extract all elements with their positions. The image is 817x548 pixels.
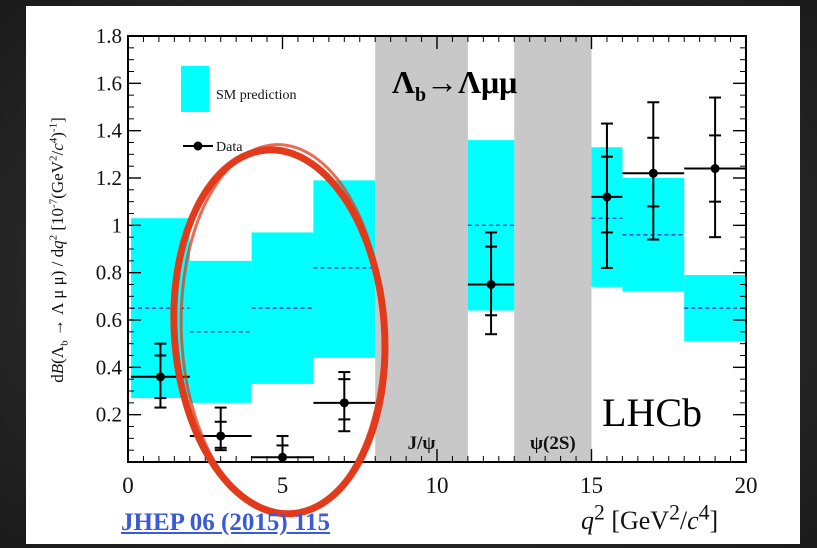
legend-swatch-data-marker [193,141,203,151]
veto-label-2: ψ(2S) [530,433,576,454]
x-tick-label-5: 20 [735,473,758,498]
y-tick-label-5: 1 [112,213,123,237]
y-tick-label-9: 1.8 [96,24,122,48]
legend-label-data: Data [216,140,243,155]
y-tick-label-1: 0.2 [96,403,122,427]
data-point-7 [622,101,685,241]
experiment-label: LHCb [602,390,702,435]
y-tick-label-4: 0.8 [96,261,122,285]
veto-region-1 [375,36,468,462]
data-marker-1 [155,372,165,382]
y-tick-label-8: 1.6 [96,71,122,95]
veto-region-2 [514,36,592,462]
data-marker-6 [602,192,612,202]
y-tick-label-6: 1.2 [96,166,122,190]
data-point-8 [684,96,746,239]
x-tick-label-4: 15 [580,473,603,498]
data-marker-8 [710,164,720,174]
x-tick-label-2: 5 [277,473,289,498]
veto-regions [375,36,592,462]
highlight-ring-inner [179,143,386,517]
sm-band-4 [313,180,376,358]
legend-label-sm: SM prediction [216,88,297,103]
legend: SM prediction Data [181,66,297,155]
y-tick-label-3: 0.6 [96,308,122,332]
data-marker-7 [648,168,658,178]
journal-reference-link[interactable]: JHEP 06 (2015) 115 [121,509,331,536]
x-tick-label-1: 0 [122,473,134,498]
legend-swatch-sm [181,66,209,112]
y-tick-label-2: 0.4 [96,355,123,379]
data-point-4 [313,371,376,433]
x-axis-title: q2 [GeV2/c4] [581,500,719,535]
y-tick-label-7: 1.4 [96,119,123,143]
data-point-6 [591,122,623,269]
y-axis-title: dB(Λb → Λ μ μ) / dq2 [10-7(GeV2/c4)-1] [47,117,71,383]
in-plot-labels: J/ψ ψ(2S) Λb→Λμμ LHCb [392,64,702,454]
data-point-5 [467,231,515,336]
data-marker-4 [339,398,349,408]
process-label: Λb→Λμμ [392,64,517,106]
veto-label-1: J/ψ [408,433,436,454]
data-marker-5 [486,280,496,289]
data-marker-2 [216,431,226,441]
axis-ticks: 0.2 0.4 0.6 0.8 1 1.2 1.4 1.6 1.8 0 5 10 15 20 [96,24,758,498]
highlight-ring [170,143,389,518]
x-tick-label-3: 10 [426,473,449,498]
